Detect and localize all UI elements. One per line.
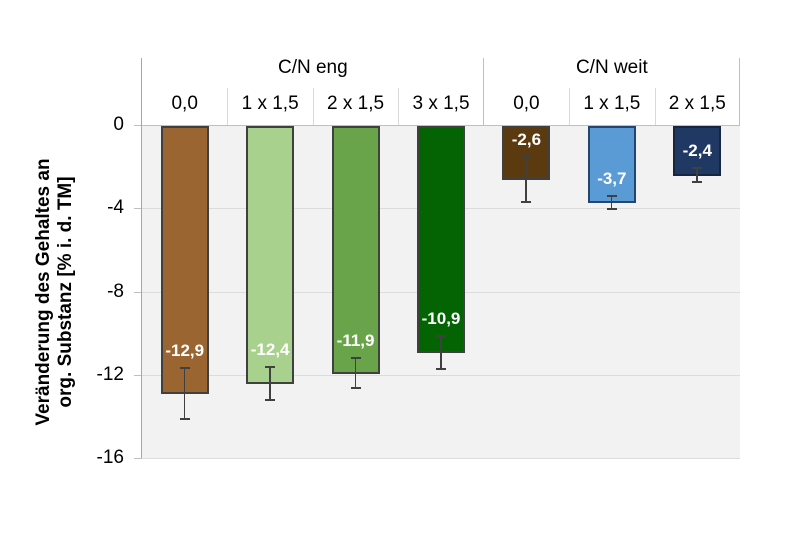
category-separator: [398, 88, 400, 125]
error-bar-line: [525, 156, 527, 202]
y-tick-mark: [134, 125, 142, 126]
error-bar-line: [269, 366, 271, 400]
error-bar-line: [440, 335, 442, 369]
bar-3x1,5: [417, 126, 465, 353]
error-bar-cap-top: [521, 156, 532, 159]
bar-value-label: -12,9: [165, 341, 205, 361]
category-label: 2 x 1,5: [327, 93, 385, 114]
gridline: [142, 374, 740, 376]
zero-line: [142, 125, 740, 126]
bar-value-label: -3,7: [597, 168, 627, 188]
y-tick-label: -4: [107, 197, 124, 219]
bar-1x1,5: [587, 126, 636, 203]
error-bar-cap-bottom: [692, 181, 703, 184]
error-bar-cap-top: [436, 335, 446, 338]
category-separator: [569, 88, 571, 125]
y-tick-label: -8: [107, 280, 124, 302]
bar-value-label: -11,9: [336, 331, 375, 351]
y-tick-mark: [134, 458, 142, 459]
error-bar-cap-bottom: [521, 201, 532, 203]
gridline: [142, 458, 740, 459]
bar-value-label: -2,4: [682, 141, 712, 161]
category-label: 0,0: [513, 93, 540, 114]
y-axis-line: [141, 58, 142, 458]
group-label: C/N weit: [575, 57, 648, 78]
error-bar-cap-top: [350, 357, 361, 360]
category-label: 1 x 1,5: [241, 93, 299, 114]
category-label: 3 x 1,5: [412, 93, 470, 114]
error-bar-cap-bottom: [265, 398, 276, 401]
group-separator: [482, 58, 484, 125]
error-bar-line: [696, 167, 698, 183]
y-tick-label: 0: [113, 114, 124, 135]
y-tick-label: -12: [96, 363, 124, 385]
error-bar-cap-bottom: [436, 367, 446, 370]
error-bar-cap-bottom: [350, 387, 361, 390]
bar-value-label: -2,6: [511, 130, 542, 150]
y-tick-mark: [134, 208, 142, 210]
y-tick-mark: [134, 374, 142, 376]
error-bar-line: [354, 357, 357, 389]
category-label: 1 x 1,5: [583, 93, 641, 114]
y-tick-mark: [134, 291, 142, 293]
error-bar-cap-top: [606, 194, 617, 197]
error-bar-cap-top: [179, 367, 190, 370]
bar-value-label: -10,9: [421, 309, 461, 329]
group-label: C/N eng: [277, 57, 348, 78]
category-separator: [312, 88, 314, 125]
error-bar-cap-bottom: [179, 418, 190, 421]
bar-0,0: [160, 126, 209, 395]
bar-value-label: -12,4: [250, 340, 290, 360]
error-bar-line: [610, 194, 613, 210]
error-bar-cap-top: [265, 366, 276, 369]
group-separator: [739, 58, 740, 125]
error-bar-cap-top: [692, 167, 703, 170]
error-bar-line: [183, 367, 186, 420]
category-separator: [227, 88, 229, 125]
error-bar-cap-bottom: [606, 208, 617, 211]
category-separator: [654, 88, 656, 125]
category-label: 0,0: [171, 93, 198, 114]
y-tick-label: -16: [96, 447, 124, 468]
bar-2x1,5: [331, 126, 380, 374]
category-label: 2 x 1,5: [668, 93, 726, 114]
